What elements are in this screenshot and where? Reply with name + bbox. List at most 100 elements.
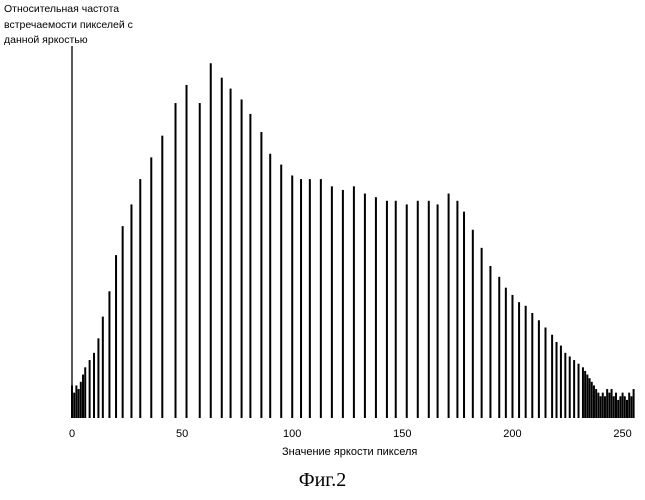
- histogram-bar: [386, 201, 388, 418]
- histogram-bar: [578, 364, 580, 418]
- histogram-bar: [280, 165, 282, 418]
- histogram-bar: [73, 393, 75, 418]
- histogram-bar: [600, 396, 602, 418]
- x-axis-label: Значение яркости пикселя: [282, 446, 417, 458]
- histogram-bar: [291, 175, 293, 418]
- histogram-bar: [364, 194, 366, 418]
- histogram-bar: [551, 335, 553, 418]
- histogram-bar: [498, 277, 500, 418]
- histogram-bar: [613, 396, 615, 418]
- histogram-bar: [518, 302, 520, 418]
- histogram-bar: [556, 342, 558, 418]
- histogram-bar: [122, 226, 124, 418]
- histogram-bars: [71, 63, 635, 418]
- histogram-bar: [531, 313, 533, 418]
- histogram-bar: [260, 132, 262, 418]
- histogram-bar: [511, 295, 513, 418]
- histogram-bar: [606, 389, 608, 418]
- histogram-bar: [463, 212, 465, 418]
- histogram-bar: [89, 360, 91, 418]
- x-tick-label: 150: [393, 428, 411, 440]
- histogram-bar: [175, 103, 177, 418]
- histogram-bar: [417, 201, 419, 418]
- histogram-bar: [342, 190, 344, 418]
- histogram-bar: [115, 255, 117, 418]
- histogram-bar: [472, 230, 474, 418]
- histogram-bar: [210, 63, 212, 418]
- x-tick-label: 100: [283, 428, 301, 440]
- histogram-bar: [320, 179, 322, 418]
- histogram-bar: [615, 393, 617, 418]
- histogram-bar: [395, 201, 397, 418]
- histogram-bar: [608, 393, 610, 418]
- histogram-bar: [628, 393, 630, 418]
- histogram-bar: [489, 266, 491, 418]
- histogram-bar: [71, 385, 73, 418]
- x-tick-label: 50: [176, 428, 188, 440]
- histogram-bar: [525, 306, 527, 418]
- histogram-bar: [545, 328, 547, 419]
- histogram-bar: [221, 78, 223, 418]
- histogram-bar: [230, 89, 232, 418]
- x-tick-label: 200: [503, 428, 521, 440]
- x-tick-labels: 0 50 100 150 200 250: [69, 428, 632, 440]
- histogram-bar: [448, 194, 450, 418]
- histogram-bar: [97, 338, 99, 418]
- histogram-bar: [602, 393, 604, 418]
- histogram-bar: [560, 346, 562, 418]
- histogram-bar: [564, 353, 566, 418]
- histogram-bar: [130, 204, 132, 418]
- histogram-bar: [624, 396, 626, 418]
- histogram-bar: [249, 114, 251, 418]
- histogram-bar: [538, 320, 540, 418]
- histogram-bar: [633, 389, 635, 418]
- histogram-bar: [75, 385, 77, 418]
- histogram-bar: [604, 396, 606, 418]
- histogram-bar: [161, 136, 163, 418]
- histogram-bar: [82, 375, 84, 418]
- histogram-bar: [269, 154, 271, 418]
- histogram-bar: [93, 353, 95, 418]
- histogram-bar: [591, 382, 593, 418]
- histogram-bar: [80, 382, 82, 418]
- histogram-bar: [300, 179, 302, 418]
- histogram-bar: [589, 378, 591, 418]
- histogram-bar: [597, 393, 599, 418]
- histogram-bar: [456, 201, 458, 418]
- histogram-bar: [150, 157, 152, 418]
- x-tick-label: 250: [613, 428, 631, 440]
- histogram-bar: [406, 204, 408, 418]
- histogram-bar: [573, 360, 575, 418]
- histogram-bar: [84, 367, 86, 418]
- histogram-bar: [593, 385, 595, 418]
- x-tick-label: 0: [69, 428, 75, 440]
- histogram-bar: [611, 389, 613, 418]
- histogram-bar: [619, 396, 621, 418]
- histogram-bar: [428, 201, 430, 418]
- histogram-bar: [375, 197, 377, 418]
- histogram-bar: [626, 400, 628, 418]
- histogram-bar: [586, 375, 588, 418]
- histogram-bar: [108, 291, 110, 418]
- histogram-bar: [199, 103, 201, 418]
- histogram-bar: [617, 400, 619, 418]
- histogram-bar: [241, 99, 243, 418]
- histogram-bar: [595, 389, 597, 418]
- histogram-bar: [186, 85, 188, 418]
- histogram-bar: [139, 179, 141, 418]
- histogram-bar: [102, 317, 104, 418]
- histogram-bar: [569, 356, 571, 418]
- histogram-bar: [353, 186, 355, 418]
- histogram-bar: [481, 248, 483, 418]
- histogram-bar: [78, 389, 80, 418]
- histogram-bar: [505, 288, 507, 418]
- figure-caption: Фиг.2: [0, 469, 645, 492]
- histogram-bar: [437, 204, 439, 418]
- histogram-bar: [309, 179, 311, 418]
- histogram-bar: [582, 367, 584, 418]
- histogram-bar: [630, 396, 632, 418]
- histogram-bar: [622, 393, 624, 418]
- histogram-bar: [584, 371, 586, 418]
- histogram-bar: [331, 186, 333, 418]
